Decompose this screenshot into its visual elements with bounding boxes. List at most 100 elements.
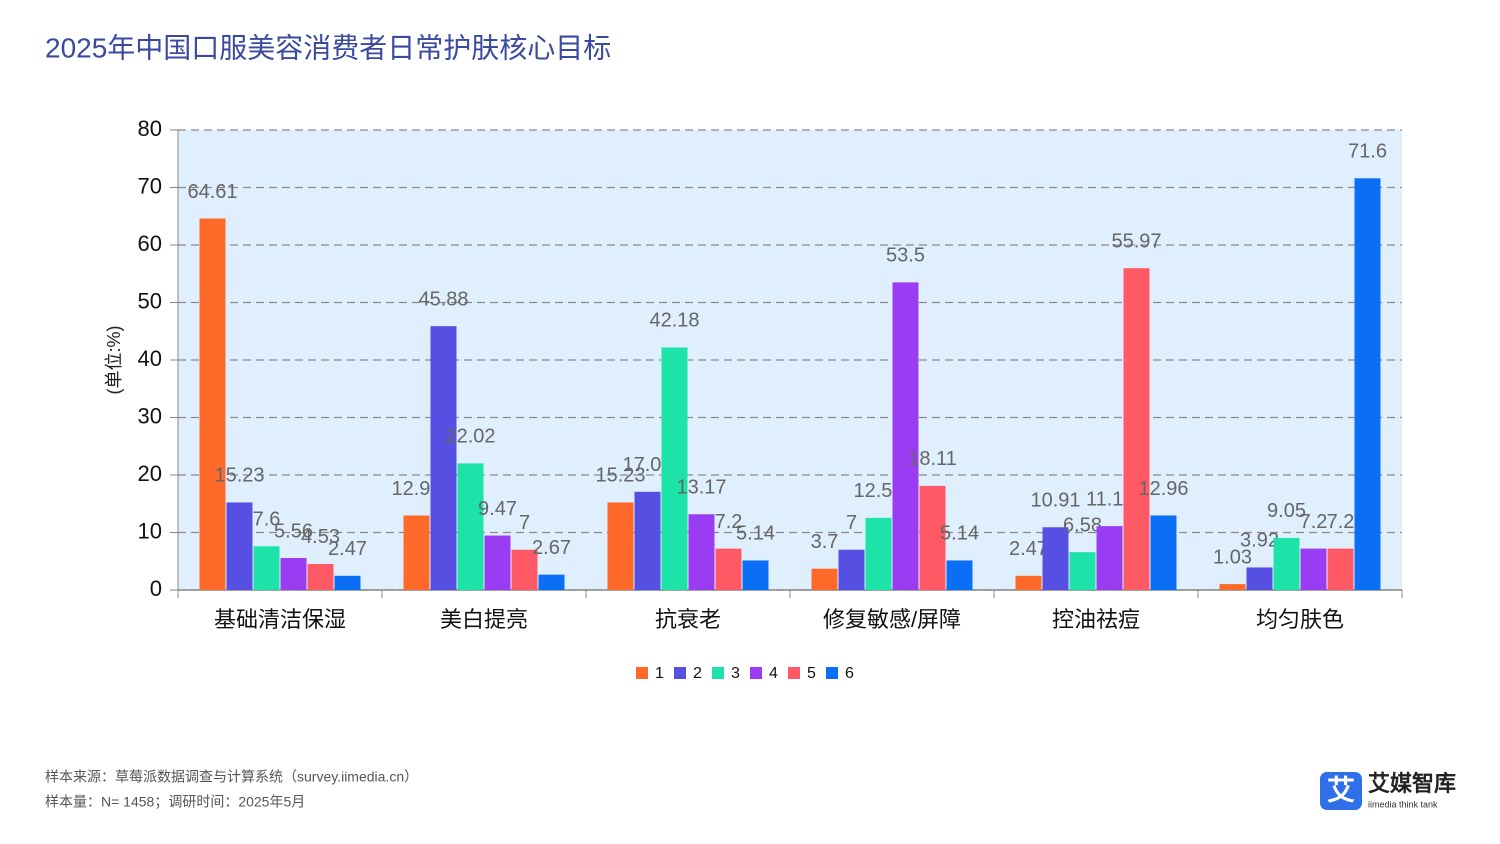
value-label: 2.67 — [532, 537, 571, 559]
source-text: 样本来源：草莓派数据调查与计算系统（survey.iimedia.cn） — [45, 769, 418, 785]
bar — [1015, 575, 1042, 590]
y-axis-label: (单位:%) — [104, 326, 124, 395]
value-label: 5.56 — [274, 520, 313, 542]
bar — [199, 218, 226, 590]
value-label: 10.91 — [1030, 490, 1080, 512]
value-label: 3.92 — [1240, 530, 1279, 552]
bar — [511, 549, 538, 590]
bar — [1246, 567, 1273, 590]
y-tick-label: 80 — [138, 116, 162, 141]
value-label: 1.03 — [1213, 546, 1252, 568]
value-label: 22.02 — [445, 426, 495, 448]
bar — [1150, 515, 1177, 590]
y-tick-label: 20 — [138, 461, 162, 486]
value-label: 7 — [846, 512, 857, 534]
value-label: 12.96 — [1138, 478, 1188, 500]
bar — [865, 517, 892, 590]
x-tick-label: 基础清洁保湿 — [214, 607, 346, 632]
bar — [403, 515, 430, 590]
x-tick-label: 美白提亮 — [440, 607, 528, 632]
bar — [1273, 537, 1300, 590]
value-label: 5.14 — [940, 523, 979, 545]
value-label: 12.96 — [391, 478, 441, 500]
value-label: 9.47 — [478, 498, 517, 520]
y-tick-label: 50 — [138, 288, 162, 313]
y-tick-label: 60 — [138, 231, 162, 256]
logo-name: 艾媒智库 — [1368, 771, 1456, 796]
value-label: 15.23 — [595, 465, 645, 487]
value-label: 64.61 — [187, 181, 237, 203]
value-label: 7.6 — [253, 509, 281, 531]
y-tick-label: 0 — [150, 576, 162, 601]
x-tick-label: 控油祛痘 — [1052, 607, 1140, 632]
legend-swatch — [788, 667, 800, 679]
bar — [1042, 527, 1069, 590]
legend-swatch — [674, 667, 686, 679]
legend-label: 1 — [655, 665, 664, 682]
value-label: 4.53 — [301, 526, 340, 548]
value-label: 12.55 — [853, 480, 903, 502]
bar — [1096, 526, 1123, 590]
value-label: 7.2 — [1327, 511, 1355, 533]
bar — [307, 563, 334, 590]
legend-label: 2 — [693, 665, 702, 682]
y-tick-label: 30 — [138, 403, 162, 428]
value-label: 55.97 — [1111, 230, 1161, 252]
bar — [334, 575, 361, 590]
value-label: 17.08 — [622, 454, 672, 476]
value-label: 9.05 — [1267, 500, 1306, 522]
bar — [538, 574, 565, 590]
value-label: 5.14 — [736, 523, 775, 545]
value-label: 2.47 — [1009, 538, 1048, 560]
value-label: 53.5 — [886, 245, 925, 267]
bar — [1219, 584, 1246, 590]
value-label: 45.88 — [418, 288, 468, 310]
bar — [892, 282, 919, 590]
chart-title: 2025年中国口服美容消费者日常护肤核心目标 — [45, 32, 611, 63]
bar — [919, 485, 946, 590]
legend-label: 5 — [807, 665, 816, 682]
bar — [715, 548, 742, 590]
legend-label: 6 — [845, 665, 854, 682]
bar — [742, 560, 769, 590]
legend-label: 4 — [769, 665, 778, 682]
legend-swatch — [712, 667, 724, 679]
x-tick-label: 修复敏感/屏障 — [823, 607, 961, 632]
bar — [688, 514, 715, 590]
legend-label: 3 — [731, 665, 740, 682]
bar — [1354, 178, 1381, 591]
bar — [838, 549, 865, 590]
bar — [253, 546, 280, 590]
y-tick-label: 10 — [138, 518, 162, 543]
bar — [430, 326, 457, 590]
bar — [634, 491, 661, 590]
bar — [811, 568, 838, 590]
value-label: 6.58 — [1063, 514, 1102, 536]
value-label: 2.47 — [328, 538, 367, 560]
value-label: 71.6 — [1348, 141, 1387, 163]
bar — [661, 347, 688, 590]
bar — [946, 560, 973, 590]
bar — [226, 502, 253, 590]
value-label: 18.11 — [908, 448, 957, 470]
logo-icon — [1320, 772, 1362, 810]
bar — [1327, 548, 1354, 590]
value-label: 42.18 — [649, 310, 699, 332]
y-tick-label: 70 — [138, 173, 162, 198]
bar — [1123, 268, 1150, 590]
bar — [1300, 548, 1327, 590]
logo-tagline: iimedia think tank — [1368, 799, 1438, 809]
value-label: 13.17 — [676, 477, 726, 499]
source-text: 样本量：N= 1458；调研时间：2025年5月 — [45, 794, 305, 811]
value-label: 7.2 — [1300, 511, 1328, 533]
x-tick-label: 抗衰老 — [655, 607, 721, 632]
logo-icon-text: 艾 — [1327, 774, 1355, 805]
bar — [1069, 552, 1096, 590]
bar — [484, 535, 511, 590]
y-tick-label: 40 — [138, 346, 162, 371]
value-label: 7.2 — [715, 511, 743, 533]
bar — [280, 558, 307, 590]
value-label: 11.11 — [1086, 488, 1133, 510]
legend-swatch — [750, 667, 762, 679]
